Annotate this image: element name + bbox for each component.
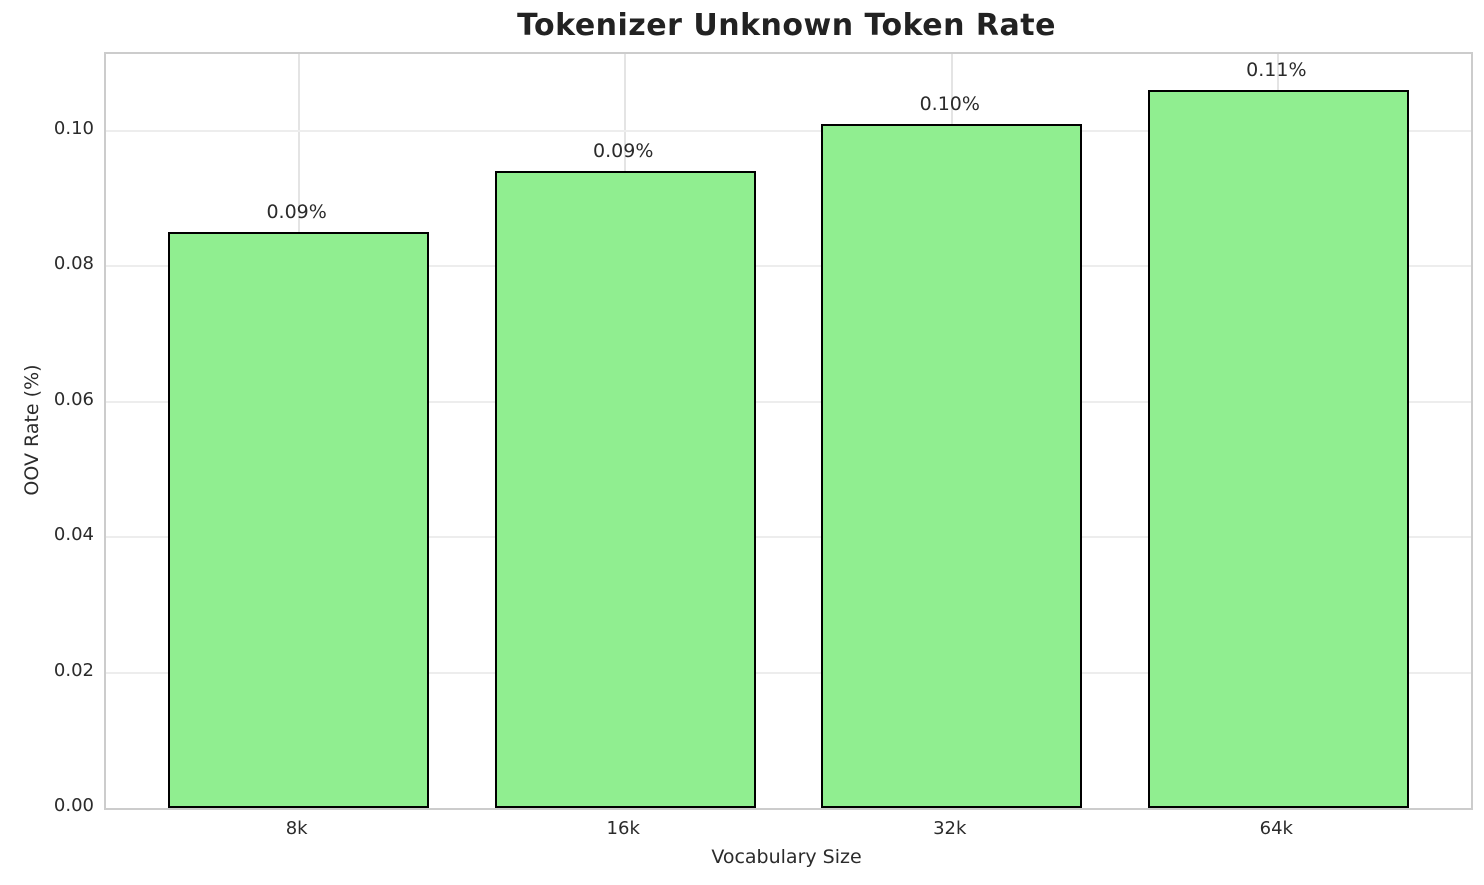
bar-8k xyxy=(168,232,430,808)
horizontal-gridline xyxy=(106,265,1471,268)
x-tick-label: 8k xyxy=(285,818,308,839)
horizontal-gridline xyxy=(106,536,1471,539)
y-tick-label: 0.02 xyxy=(53,659,94,681)
horizontal-gridline xyxy=(106,129,1471,132)
chart-title: Tokenizer Unknown Token Rate xyxy=(517,8,1056,43)
horizontal-gridline xyxy=(106,400,1471,403)
y-tick-label: 0.00 xyxy=(53,795,94,816)
plot-area xyxy=(104,52,1473,810)
x-tick-label: 32k xyxy=(933,818,967,839)
y-tick-label: 0.04 xyxy=(53,524,94,546)
y-tick-label: 0.06 xyxy=(53,388,94,410)
bar-32k xyxy=(821,123,1083,808)
horizontal-gridline xyxy=(106,671,1471,674)
x-axis-label: Vocabulary Size xyxy=(711,846,862,868)
bar-value-label: 0.11% xyxy=(1246,58,1307,81)
bar-16k xyxy=(494,171,756,808)
y-tick-label: 0.08 xyxy=(53,253,94,275)
bar-64k xyxy=(1147,89,1409,808)
bar-value-label: 0.09% xyxy=(593,140,654,163)
x-tick-label: 16k xyxy=(606,818,640,839)
y-axis-label: OOV Rate (%) xyxy=(21,364,43,496)
y-tick-label: 0.10 xyxy=(53,117,94,139)
bar-value-label: 0.10% xyxy=(919,92,980,115)
x-tick-label: 64k xyxy=(1259,818,1293,839)
bar-value-label: 0.09% xyxy=(266,201,327,224)
